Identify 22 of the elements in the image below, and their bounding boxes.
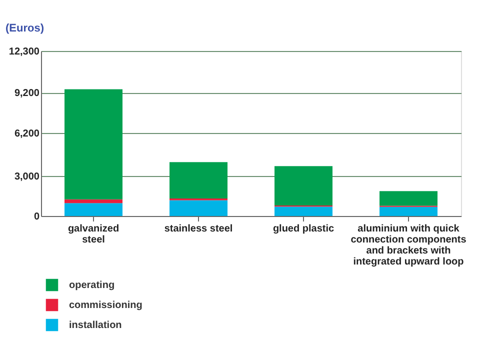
bar (64, 199, 122, 204)
x-tick-label: galvanized steel (68, 224, 120, 246)
bar (274, 166, 332, 206)
y-tick-label: 6,200 (14, 128, 40, 140)
bar (64, 89, 122, 200)
x-tick-label: glued plastic (272, 224, 334, 234)
y-tick-label: 0 (34, 212, 40, 222)
bar (170, 162, 228, 199)
legend-label: installation (69, 320, 122, 331)
bar (170, 200, 228, 216)
x-tick-label: stainless steel (164, 224, 233, 234)
bar (64, 203, 122, 216)
bar (380, 206, 438, 216)
y-tick-label: 12,300 (8, 46, 40, 58)
legend-label: commissioning (69, 300, 142, 311)
bar (380, 191, 438, 206)
x-tick-label: aluminium with quick connection components and brackets with integrated upward loop (350, 224, 467, 268)
bar (274, 206, 332, 216)
legend-label: operating (69, 280, 115, 291)
y-axis-title: (Euros) (6, 22, 44, 34)
y-tick-label: 9,200 (14, 88, 40, 100)
y-tick-label: 3,000 (14, 171, 40, 182)
